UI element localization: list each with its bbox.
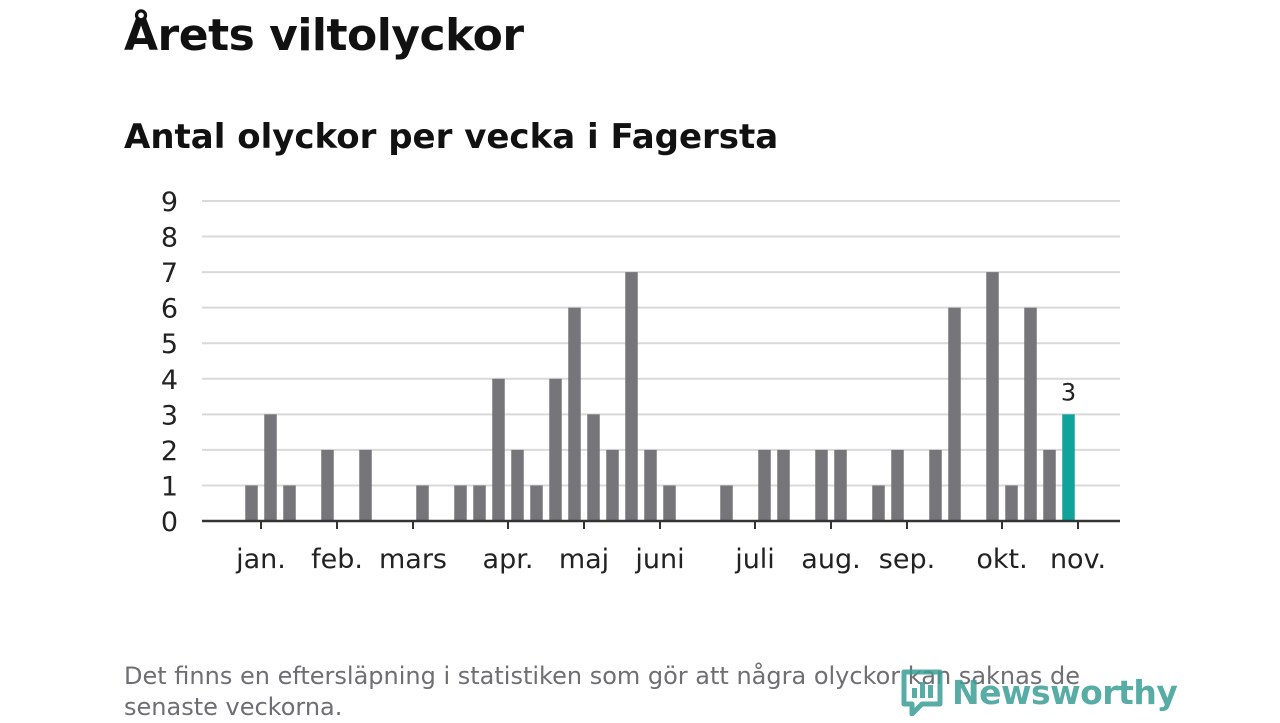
y-tick-label: 9 (161, 187, 178, 218)
y-tick-label: 7 (161, 258, 178, 289)
bar (264, 414, 277, 521)
y-tick-label: 8 (161, 223, 178, 254)
bar (815, 449, 828, 521)
x-tick-label: apr. (483, 544, 534, 575)
bar (549, 378, 562, 521)
bar (834, 449, 847, 521)
x-tick-label: juni (634, 544, 684, 575)
newsworthy-logo-text: Newsworthy (952, 672, 1178, 712)
bar (948, 307, 961, 521)
bar (587, 414, 600, 521)
bar (454, 485, 467, 521)
data-label-last: 3 (1061, 378, 1076, 406)
bar (1005, 485, 1018, 521)
bar (568, 307, 581, 521)
newsworthy-logo: Newsworthy (900, 668, 1178, 716)
x-tick-label: maj (559, 544, 609, 575)
y-tick-label: 4 (161, 365, 178, 396)
bar (986, 272, 999, 521)
bar (473, 485, 486, 521)
bar (625, 272, 638, 521)
bar (720, 485, 733, 521)
bar (530, 485, 543, 521)
chart-title: Årets viltolyckor (124, 10, 524, 61)
bar-highlight (1062, 414, 1075, 521)
bar (777, 449, 790, 521)
x-tick-label: jan. (235, 544, 286, 575)
x-tick-label: nov. (1050, 544, 1106, 575)
bars (245, 272, 1075, 521)
bar (511, 449, 524, 521)
x-tick-label: sep. (879, 544, 935, 575)
x-tick-label: mars (379, 544, 447, 575)
gridlines (202, 200, 1120, 487)
x-axis-ticks: jan. feb. mars apr. maj juni juli aug. sep. okt. n… (235, 521, 1106, 575)
bar (1024, 307, 1037, 521)
y-axis-ticks: 0 1 2 3 4 5 6 7 8 9 (161, 187, 178, 538)
bar (321, 449, 334, 521)
bar (891, 449, 904, 521)
x-tick-label: juli (734, 544, 775, 575)
x-tick-label: aug. (801, 544, 860, 575)
bar (644, 449, 657, 521)
bar (872, 485, 885, 521)
bar (416, 485, 429, 521)
y-tick-label: 6 (161, 294, 178, 325)
footnote: Det finns en eftersläpning i statistiken… (124, 662, 1080, 721)
bar (283, 485, 296, 521)
bar (758, 449, 771, 521)
x-tick-label: okt. (976, 544, 1027, 575)
x-tick-label: feb. (311, 544, 363, 575)
newsworthy-logo-icon (901, 669, 943, 716)
y-tick-label: 5 (161, 329, 178, 360)
y-tick-label: 0 (161, 507, 178, 538)
bar (929, 449, 942, 521)
y-tick-label: 3 (161, 400, 178, 431)
bar (492, 378, 505, 521)
y-tick-label: 2 (161, 436, 178, 467)
bar (1043, 449, 1056, 521)
bar (359, 449, 372, 521)
chart-subtitle: Antal olyckor per vecka i Fagersta (124, 117, 779, 157)
bar-chart: 0 1 2 3 4 5 6 7 8 9 jan. feb. mars apr. maj juni juli au… (161, 187, 1120, 575)
y-tick-label: 1 (161, 471, 178, 502)
bar (606, 449, 619, 521)
bar (663, 485, 676, 521)
bar (245, 485, 258, 521)
data-labels: 3 (1061, 378, 1076, 406)
